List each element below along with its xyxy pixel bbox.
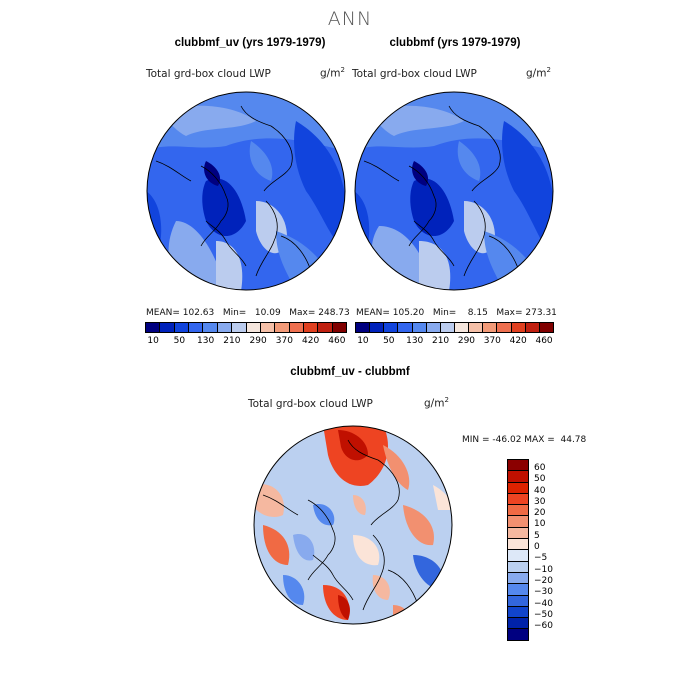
colorbar-right-swatch-8 <box>469 323 484 332</box>
colorbar-left-tick-3: 210 <box>223 336 241 346</box>
colorbar-left-swatch-2 <box>174 323 190 332</box>
colorbar-right-swatch-0 <box>356 323 371 332</box>
colorbar-left-swatch-8 <box>260 323 276 332</box>
colorbar-right-swatch-6 <box>440 323 455 332</box>
colorbar-right-swatch-9 <box>483 323 498 332</box>
colorbar-left-swatch-7 <box>246 323 261 332</box>
colorbar-diff-swatch-9 <box>508 561 528 573</box>
colorbar-right-tick-4: 290 <box>457 336 476 346</box>
colorbar-left <box>145 322 347 333</box>
page-title: ANN <box>327 8 373 30</box>
polar-map-right <box>354 91 554 291</box>
field-label-right: Total grd-box cloud LWP <box>352 68 477 80</box>
colorbar-diff-swatch-0 <box>508 460 528 472</box>
panel-title-right: clubbmf (yrs 1979-1979) <box>389 37 521 49</box>
colorbar-right <box>355 322 554 333</box>
colorbar-right-tick-0: 10 <box>357 336 369 346</box>
stats-right: MEAN= 105.20 Min= 8.15 Max= 273.31 <box>356 308 557 318</box>
diff-stats: MIN = -46.02 MAX = 44.78 <box>462 435 587 445</box>
colorbar-left-swatch-10 <box>289 323 304 332</box>
colorbar-diff-swatch-11 <box>508 584 528 596</box>
colorbar-diff-tick-1: 50 <box>534 474 546 485</box>
colorbar-diff <box>507 459 529 641</box>
colorbar-diff-swatch-7 <box>508 539 528 551</box>
colorbar-right-swatch-2 <box>384 323 399 332</box>
colorbar-diff-swatch-13 <box>508 606 528 619</box>
colorbar-diff-swatch-4 <box>508 505 528 517</box>
colorbar-diff-tick-5: 10 <box>534 519 546 530</box>
colorbar-right-swatch-3 <box>398 323 413 332</box>
colorbar-left-tick-7: 460 <box>328 336 346 346</box>
colorbar-diff-tick-10: −20 <box>534 575 553 586</box>
colorbar-left-ticks: 10 50 130 210 290 370 420 460 <box>140 336 350 346</box>
colorbar-diff-swatch-2 <box>508 482 528 494</box>
colorbar-right-tick-2: 130 <box>406 336 424 346</box>
colorbar-right-swatch-11 <box>511 323 526 332</box>
colorbar-left-swatch-5 <box>217 323 233 332</box>
colorbar-left-swatch-13 <box>332 323 347 332</box>
colorbar-diff-tick-0: 60 <box>534 463 546 473</box>
colorbar-right-tick-3: 210 <box>431 336 450 346</box>
colorbar-diff-tick-4: 20 <box>534 508 546 519</box>
polar-map-left <box>146 91 346 291</box>
colorbar-diff-swatch-6 <box>508 527 528 540</box>
colorbar-left-tick-1: 50 <box>173 336 186 346</box>
colorbar-right-ticks: 10 50 130 210 290 370 420 460 <box>350 336 557 346</box>
colorbar-left-swatch-3 <box>189 323 204 332</box>
colorbar-left-swatch-9 <box>275 323 290 332</box>
colorbar-left-tick-0: 10 <box>147 336 159 346</box>
panel-title-left: clubbmf_uv (yrs 1979-1979) <box>174 37 326 49</box>
colorbar-right-swatch-1 <box>370 323 385 332</box>
colorbar-left-swatch-12 <box>318 323 333 332</box>
colorbar-left-tick-4: 290 <box>249 336 267 346</box>
colorbar-right-swatch-7 <box>454 323 470 332</box>
colorbar-diff-tick-7: 0 <box>534 542 540 553</box>
colorbar-diff-swatch-14 <box>508 618 528 630</box>
colorbar-right-tick-1: 50 <box>383 336 395 346</box>
colorbar-diff-tick-8: −5 <box>534 553 548 564</box>
colorbar-diff-swatch-12 <box>508 595 528 607</box>
units-left: g/m2 <box>320 66 345 80</box>
colorbar-right-tick-6: 420 <box>509 336 527 346</box>
colorbar-diff-swatch-1 <box>508 471 528 483</box>
colorbar-left-tick-6: 420 <box>302 336 320 346</box>
colorbar-left-swatch-6 <box>232 323 247 332</box>
colorbar-diff-tick-11: −30 <box>534 587 553 598</box>
colorbar-diff-swatch-8 <box>508 550 528 562</box>
diff-title: clubbmf_uv - clubbmf <box>290 366 410 378</box>
units-right: g/m2 <box>526 66 551 80</box>
colorbar-right-swatch-12 <box>525 323 540 332</box>
colorbar-diff-tick-3: 30 <box>534 496 546 507</box>
diff-field-label: Total grd-box cloud LWP <box>248 398 373 410</box>
colorbar-diff-tick-9: −10 <box>534 564 553 575</box>
colorbar-diff-tick-6: 5 <box>534 530 540 541</box>
colorbar-diff-swatch-5 <box>508 516 528 528</box>
colorbar-left-tick-2: 130 <box>197 336 215 346</box>
colorbar-diff-swatch-3 <box>508 493 528 506</box>
polar-map-diff <box>253 425 453 625</box>
colorbar-diff-tick-13: −50 <box>534 609 553 620</box>
colorbar-right-tick-7: 460 <box>535 336 553 346</box>
colorbar-diff-tick-12: −40 <box>534 598 553 609</box>
stats-left: MEAN= 102.63 Min= 10.09 Max= 248.73 <box>146 308 350 318</box>
colorbar-right-swatch-13 <box>539 323 553 332</box>
colorbar-left-swatch-4 <box>203 323 218 332</box>
colorbar-left-tick-5: 370 <box>275 336 293 346</box>
colorbar-left-swatch-0 <box>146 323 161 332</box>
colorbar-diff-tick-14: −60 <box>534 621 553 632</box>
field-label-left: Total grd-box cloud LWP <box>146 68 271 80</box>
colorbar-diff-ticks: 60 50 40 30 20 10 5 0 −5 −10 −20 −30 −40 −50 −60 <box>534 463 553 632</box>
diff-units: g/m2 <box>424 396 449 410</box>
colorbar-diff-swatch-15 <box>508 629 528 640</box>
colorbar-right-swatch-5 <box>426 323 441 332</box>
colorbar-diff-tick-2: 40 <box>534 485 546 496</box>
colorbar-diff-swatch-10 <box>508 572 528 585</box>
colorbar-right-tick-5: 370 <box>483 336 501 346</box>
colorbar-left-swatch-11 <box>303 323 319 332</box>
colorbar-left-swatch-1 <box>160 323 175 332</box>
colorbar-right-swatch-10 <box>497 323 512 332</box>
colorbar-right-swatch-4 <box>412 323 427 332</box>
